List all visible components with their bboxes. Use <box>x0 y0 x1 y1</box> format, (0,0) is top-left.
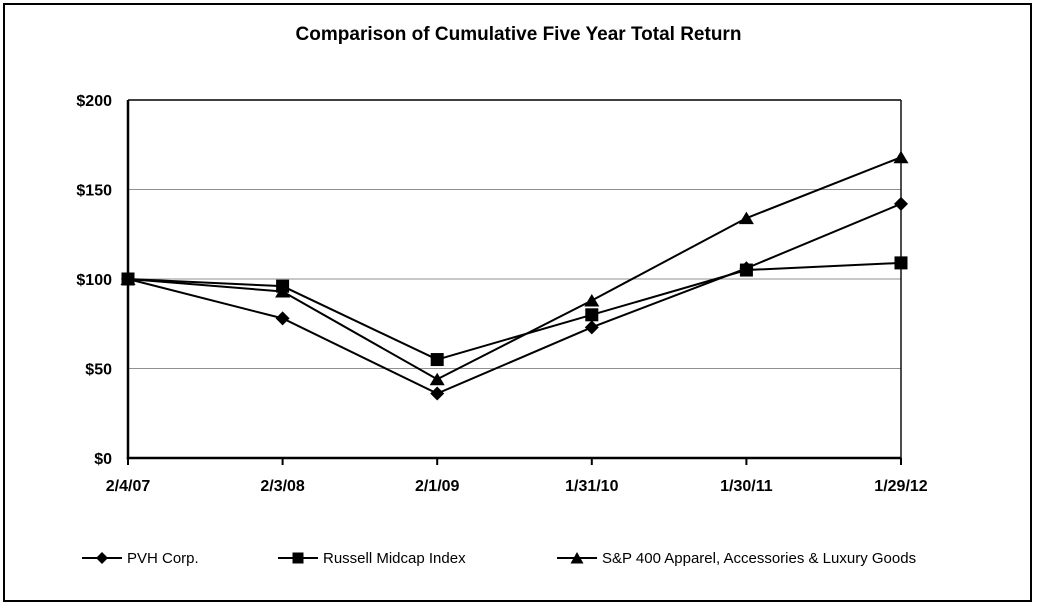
triangle-marker <box>893 150 909 164</box>
plot-area: $0 $50 $100 $150 $200 2/4/07 2/3/08 2/1/09 1/31/… <box>76 93 927 495</box>
diamond-marker <box>275 311 290 326</box>
triangle-marker <box>275 285 291 298</box>
y-axis-label: $50 <box>85 362 112 379</box>
triangle-marker <box>120 272 136 285</box>
x-axis-label: 1/30/11 <box>720 478 773 495</box>
square-marker <box>739 263 753 277</box>
square-line-icon <box>278 552 318 564</box>
x-axis-label: 2/3/08 <box>260 478 305 495</box>
diamond-marker <box>430 386 445 401</box>
diamond-marker <box>584 320 599 335</box>
series-line <box>127 202 902 395</box>
legend-item-sp400-apparel: S&P 400 Apparel, Accessories & Luxury Go… <box>557 548 916 568</box>
square-marker <box>894 256 908 270</box>
legend-label: Russell Midcap Index <box>323 549 466 567</box>
y-axis-label: $150 <box>76 183 112 200</box>
series-line <box>127 156 902 381</box>
x-axis-label: 2/1/09 <box>415 478 460 495</box>
y-axis-label: $200 <box>76 93 112 110</box>
legend-label: S&P 400 Apparel, Accessories & Luxury Go… <box>602 549 917 567</box>
y-axis-label: $0 <box>94 451 112 468</box>
x-axis-label: 2/4/07 <box>106 478 151 495</box>
legend-item-pvh: PVH Corp. <box>82 548 199 568</box>
chart-title: Comparison of Cumulative Five Year Total… <box>295 24 742 45</box>
triangle-marker <box>738 211 754 225</box>
square-marker <box>585 308 599 322</box>
x-axis-label: 1/31/10 <box>565 478 618 495</box>
series-line <box>127 261 902 361</box>
diamond-marker <box>894 196 908 211</box>
triangle-marker <box>429 372 445 386</box>
x-axis-label: 1/29/12 <box>874 478 927 495</box>
triangle-line-icon <box>557 552 597 564</box>
legend-label: PVH Corp. <box>127 549 199 567</box>
diamond-line-icon <box>82 552 122 564</box>
square-marker <box>430 353 444 367</box>
triangle-marker <box>584 293 600 307</box>
y-axis-label: $100 <box>76 272 112 289</box>
legend-item-russell-midcap: Russell Midcap Index <box>278 548 466 568</box>
